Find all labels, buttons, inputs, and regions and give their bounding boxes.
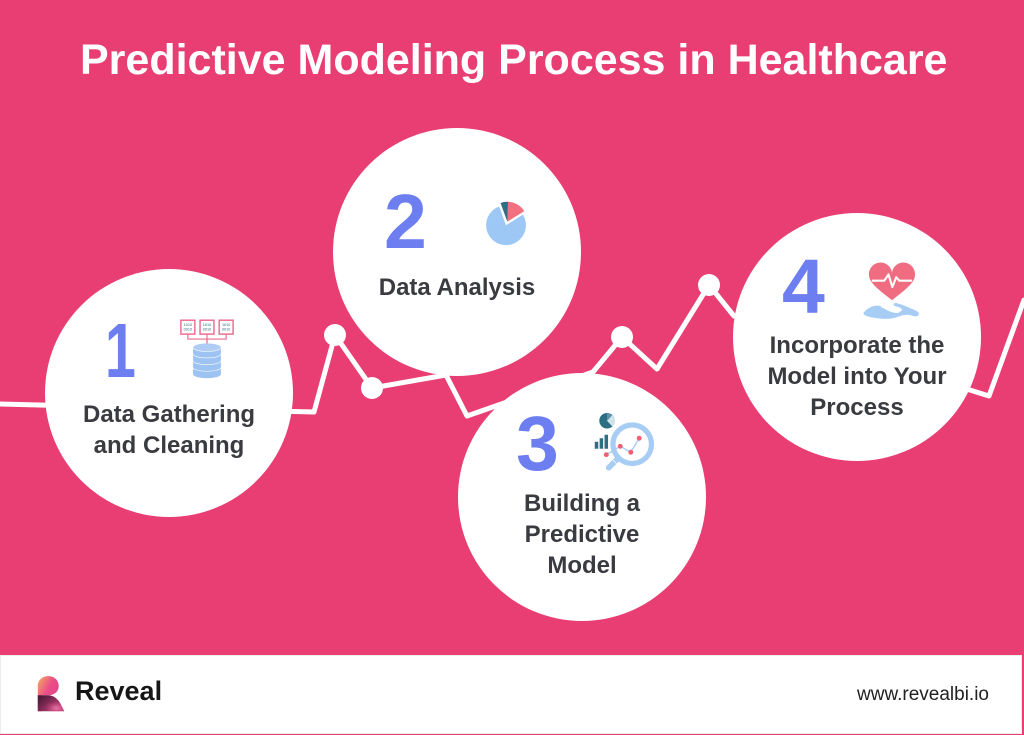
- svg-text:0010: 0010: [184, 328, 192, 332]
- svg-text:1010: 1010: [184, 323, 192, 327]
- svg-text:0010: 0010: [222, 328, 230, 332]
- svg-text:1010: 1010: [203, 323, 211, 327]
- svg-text:0010: 0010: [203, 328, 211, 332]
- svg-text:1010: 1010: [222, 323, 230, 327]
